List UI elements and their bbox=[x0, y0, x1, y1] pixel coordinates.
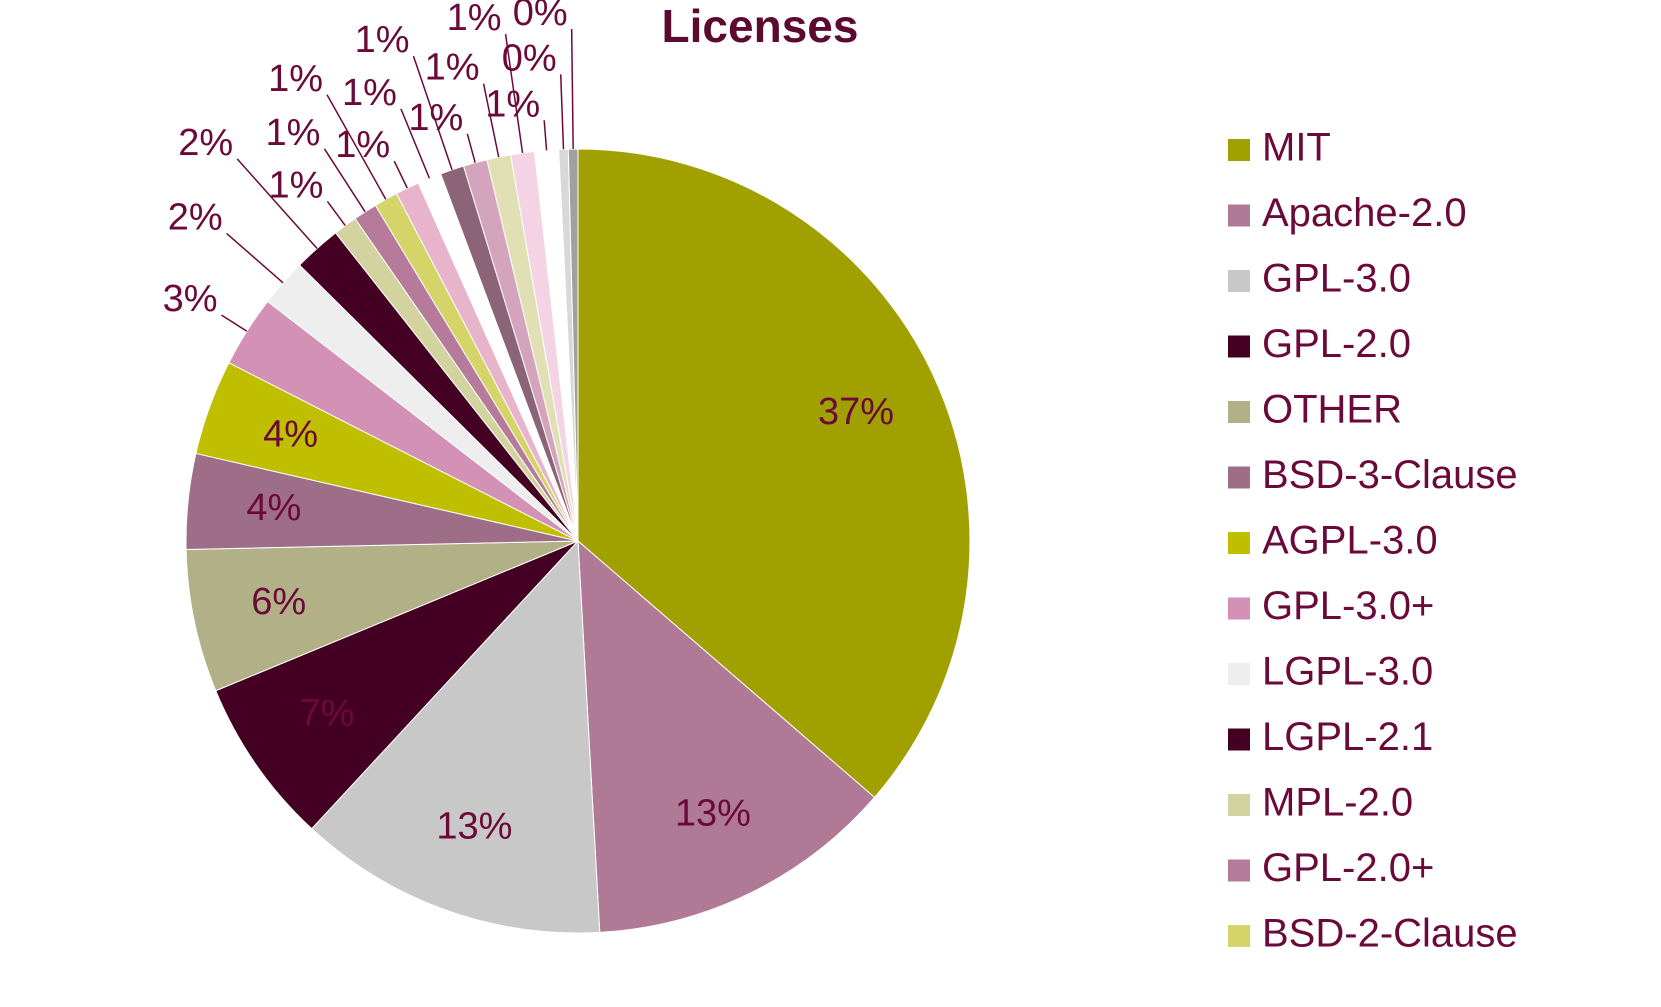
data-label: 1% bbox=[447, 0, 502, 39]
pie-slice bbox=[311, 539, 601, 934]
pie-slice bbox=[185, 540, 579, 692]
data-label: 1% bbox=[335, 124, 390, 166]
leader-line bbox=[466, 133, 476, 163]
data-label: 4% bbox=[263, 414, 318, 456]
pie-slice bbox=[577, 148, 971, 799]
legend-label: MIT bbox=[1262, 126, 1331, 170]
legend-swatch bbox=[1228, 663, 1250, 685]
data-label: 2% bbox=[178, 122, 233, 164]
chart-title: Licenses bbox=[662, 0, 859, 52]
legend-label: OTHER bbox=[1262, 388, 1402, 432]
legend-label: GPL-3.0 bbox=[1262, 257, 1411, 301]
data-label: 1% bbox=[408, 97, 463, 139]
leader-line bbox=[326, 94, 387, 200]
legend-swatch bbox=[1228, 401, 1250, 423]
data-label: 13% bbox=[436, 806, 512, 848]
data-label: 0% bbox=[513, 0, 568, 34]
data-label: 37% bbox=[818, 391, 894, 433]
legend-swatch bbox=[1228, 532, 1250, 554]
legend-swatch bbox=[1228, 728, 1250, 751]
legend-swatch bbox=[1228, 859, 1250, 882]
legend-label: LGPL-2.1 bbox=[1262, 715, 1433, 759]
legend-swatch bbox=[1228, 139, 1250, 161]
data-label: 1% bbox=[425, 47, 480, 89]
leader-line bbox=[221, 314, 248, 332]
leader-line bbox=[323, 148, 366, 213]
leader-line bbox=[236, 158, 318, 249]
data-label: 1% bbox=[342, 72, 397, 114]
data-label: 1% bbox=[268, 58, 323, 100]
legend-swatch bbox=[1228, 466, 1250, 489]
legend-swatch bbox=[1228, 794, 1250, 816]
legend-label: BSD-3-Clause bbox=[1262, 453, 1518, 497]
leader-line bbox=[393, 160, 408, 189]
data-label: 0% bbox=[502, 37, 557, 79]
leader-line bbox=[482, 83, 500, 158]
leader-line bbox=[570, 29, 574, 150]
leader-line bbox=[326, 200, 346, 227]
legend-swatch bbox=[1228, 270, 1250, 292]
data-label: 1% bbox=[355, 19, 410, 61]
data-label: 4% bbox=[246, 487, 301, 529]
legend-label: GPL-2.0 bbox=[1262, 322, 1411, 366]
pie-slice bbox=[215, 540, 579, 830]
data-label: 2% bbox=[168, 196, 223, 238]
legend-swatch bbox=[1228, 925, 1250, 947]
leader-line bbox=[559, 74, 565, 150]
legend-label: AGPL-3.0 bbox=[1262, 519, 1438, 563]
legend-label: GPL-3.0+ bbox=[1262, 584, 1434, 628]
legend-label: BSD-2-Clause bbox=[1262, 912, 1518, 956]
data-label: 1% bbox=[265, 112, 320, 154]
data-label: 1% bbox=[269, 164, 324, 206]
leader-line bbox=[400, 108, 431, 179]
pie-slice bbox=[577, 539, 876, 933]
leader-line bbox=[226, 232, 284, 284]
legend-label: GPL-2.0+ bbox=[1262, 846, 1434, 890]
data-label: 6% bbox=[251, 581, 306, 623]
leader-line bbox=[543, 120, 548, 151]
legend-swatch bbox=[1228, 597, 1250, 620]
data-label: 3% bbox=[163, 278, 218, 320]
legend-label: LGPL-3.0 bbox=[1262, 650, 1433, 694]
legend-swatch bbox=[1228, 335, 1250, 358]
legend-swatch bbox=[1228, 204, 1250, 227]
data-label: 1% bbox=[485, 83, 540, 125]
leader-line bbox=[412, 55, 453, 171]
legend-label: MPL-2.0 bbox=[1262, 781, 1413, 825]
leader-line bbox=[504, 34, 524, 154]
data-label: 7% bbox=[300, 693, 355, 735]
legend-label: Apache-2.0 bbox=[1262, 191, 1467, 235]
data-label: 13% bbox=[675, 792, 751, 834]
